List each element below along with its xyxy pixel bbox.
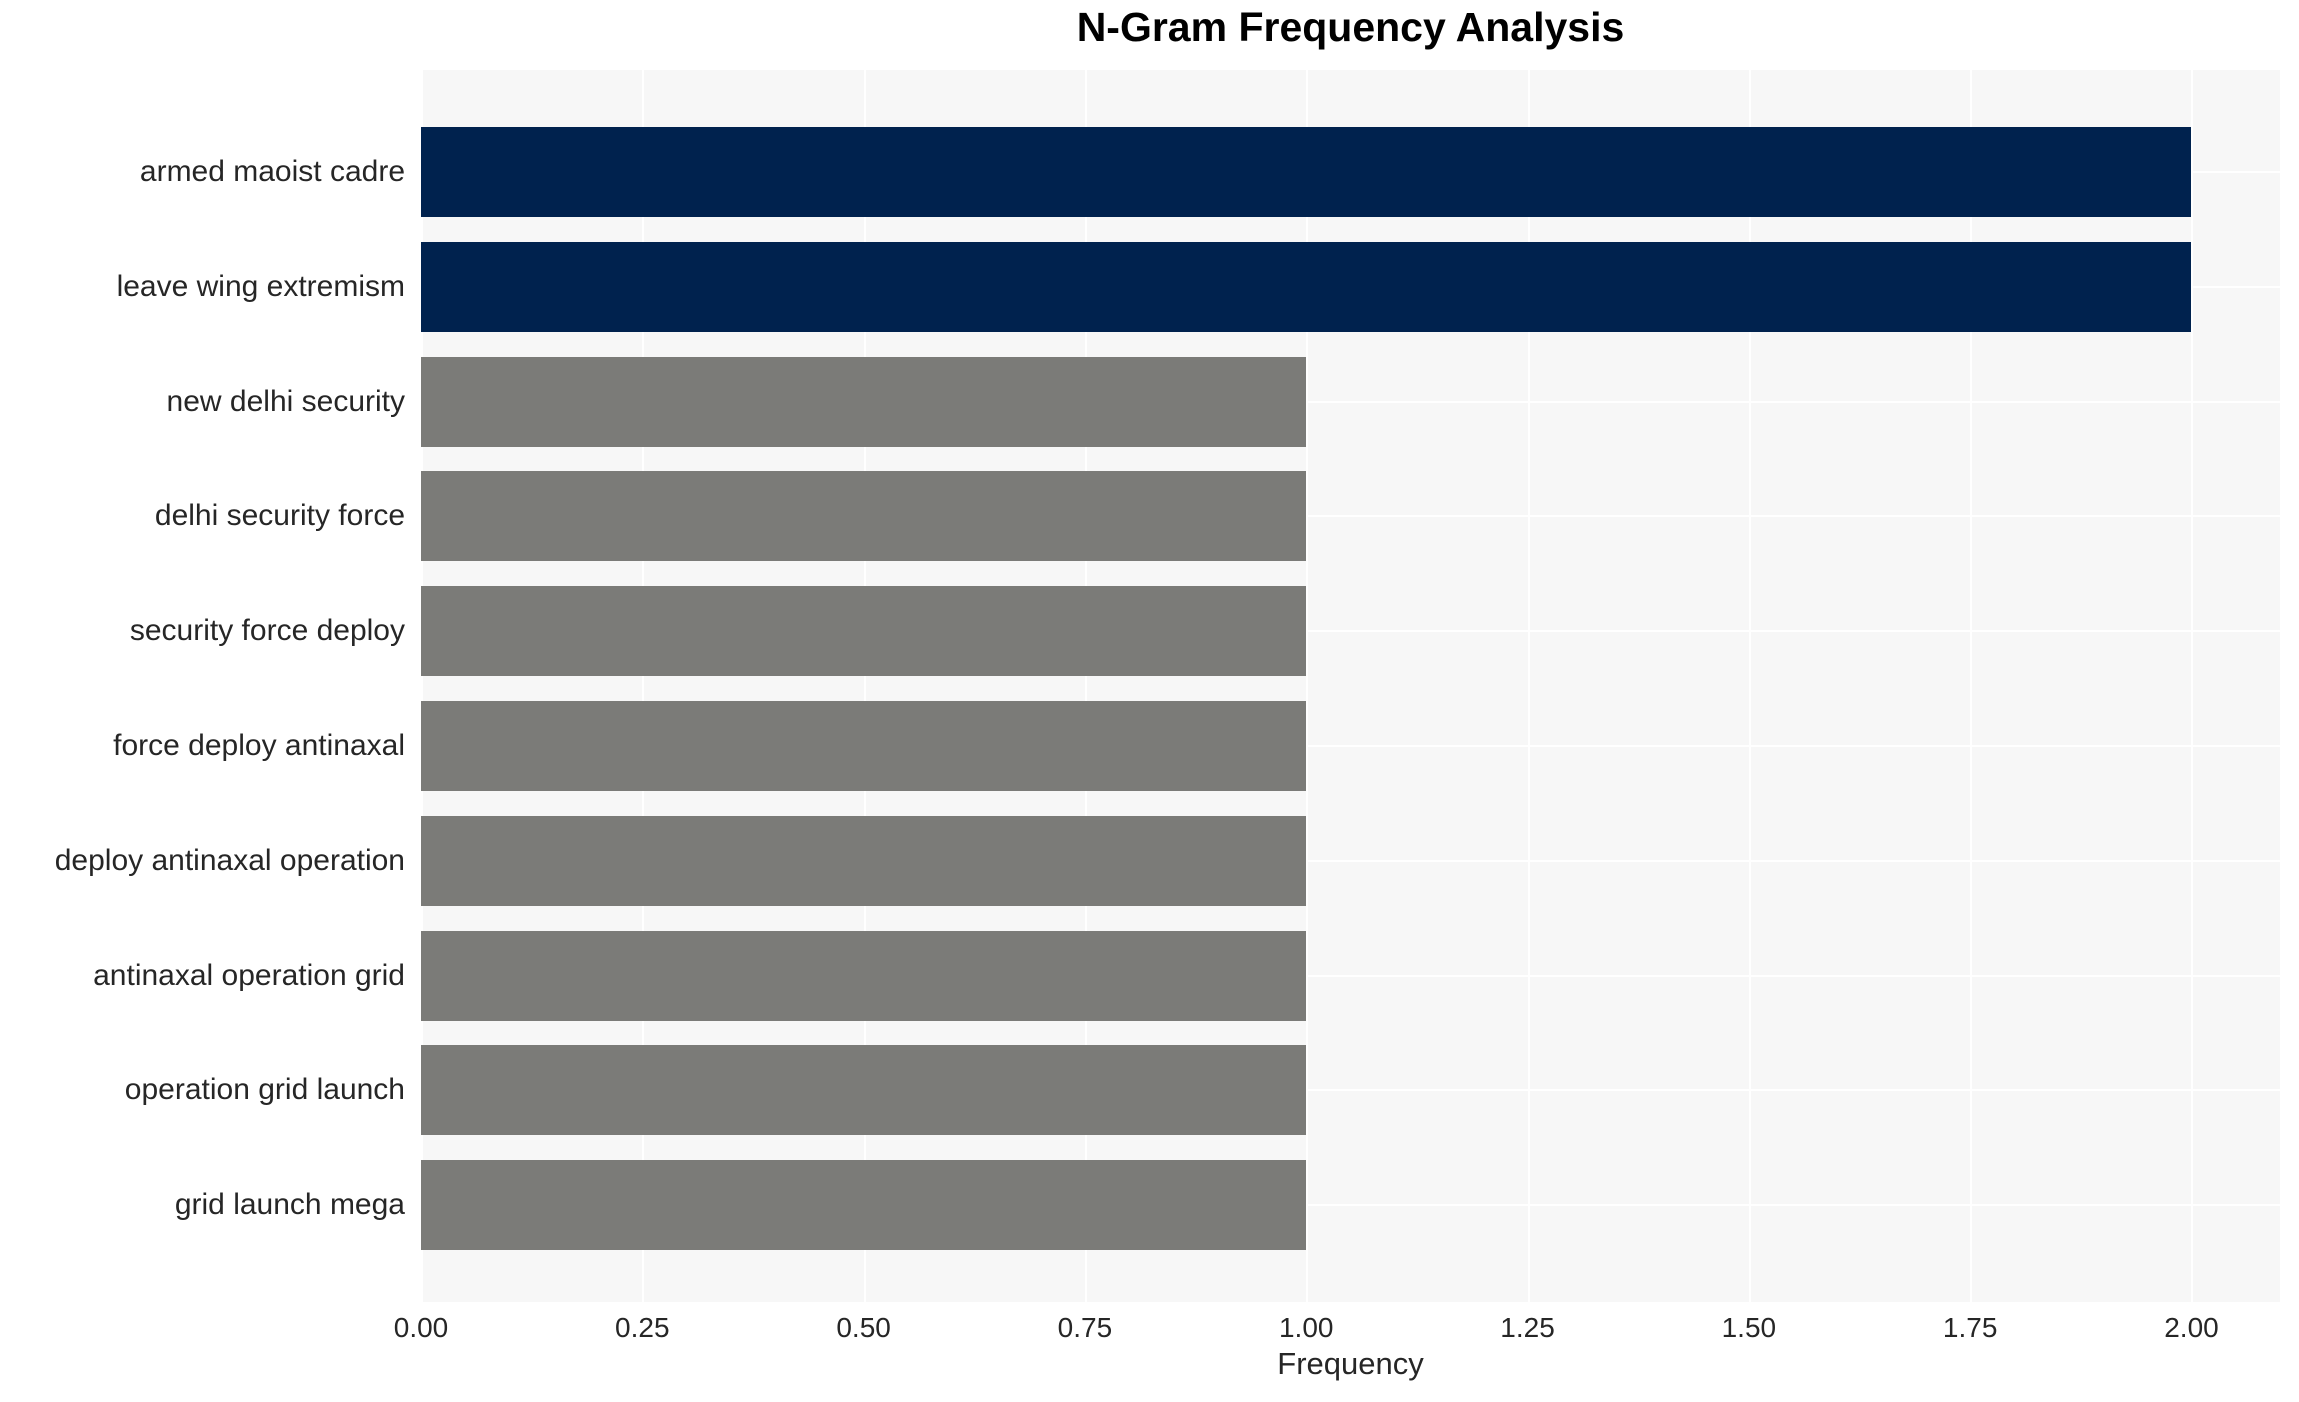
y-gridline xyxy=(421,745,2280,747)
x-tick-label: 2.00 xyxy=(2164,1312,2219,1343)
bar-operation-grid-launch xyxy=(421,1045,1307,1136)
y-tick-label: security force deploy xyxy=(129,614,405,648)
x-axis-ticks: 0.00 0.25 0.50 0.75 1.00 1.25 1.50 1.75 2.00 xyxy=(394,1312,2280,1348)
bar-delhi-security-force xyxy=(421,471,1307,562)
y-axis-labels: armed maoist cadre leave wing extremism ne… xyxy=(0,70,405,1302)
bar-armed-maoist-cadre xyxy=(421,127,2192,217)
x-gridline xyxy=(421,70,423,1302)
y-tick-label: armed maoist cadre xyxy=(139,155,405,188)
bar-security-force-deploy xyxy=(421,586,1307,677)
bar-deploy-antinaxal-operation xyxy=(421,815,1307,906)
y-gridline xyxy=(421,400,2280,403)
x-tick-label: 1.00 xyxy=(1278,1312,1334,1343)
x-gridline xyxy=(1748,70,1751,1302)
y-gridline xyxy=(421,630,2280,633)
bar-force-deploy-antinaxal xyxy=(421,701,1307,791)
x-tick-label: 1.75 xyxy=(1942,1312,1998,1343)
x-tick-label: 0.00 xyxy=(393,1312,449,1343)
chart-title: N-Gram Frequency Analysis xyxy=(1076,4,1625,50)
y-tick-label: force deploy antinaxal xyxy=(113,729,405,762)
y-gridline xyxy=(421,1204,2280,1207)
y-tick-label: delhi security force xyxy=(154,499,405,533)
x-gridline xyxy=(2191,70,2194,1302)
y-gridline xyxy=(421,515,2280,518)
x-tick-label: 0.75 xyxy=(1057,1312,1113,1343)
plot-area xyxy=(421,70,2280,1302)
y-tick-label: leave wing extremism xyxy=(116,269,405,303)
bar-leave-wing-extremism xyxy=(421,241,2192,332)
x-gridline xyxy=(1306,70,1309,1302)
bar-antinaxal-operation-grid xyxy=(421,930,1307,1021)
x-gridline xyxy=(863,70,866,1302)
bar-grid-launch-mega xyxy=(421,1160,1307,1251)
x-gridline xyxy=(1084,70,1087,1302)
x-tick-label: 0.50 xyxy=(836,1312,891,1343)
y-gridline xyxy=(421,1089,2280,1092)
x-axis-title: Frequency xyxy=(1277,1346,1424,1381)
y-tick-label: operation grid launch xyxy=(124,1073,405,1107)
y-tick-label: grid launch mega xyxy=(174,1188,405,1222)
y-tick-label: new delhi security xyxy=(166,384,405,418)
x-tick-label: 1.25 xyxy=(1500,1312,1555,1343)
x-gridline xyxy=(642,70,645,1302)
y-tick-label: antinaxal operation grid xyxy=(93,958,405,992)
y-gridline xyxy=(421,859,2280,862)
y-tick-label: deploy antinaxal operation xyxy=(54,843,405,877)
x-tick-label: 0.25 xyxy=(615,1312,670,1343)
bar-new-delhi-security xyxy=(421,356,1307,447)
y-gridline xyxy=(421,974,2280,977)
x-tick-label: 1.50 xyxy=(1721,1312,1777,1343)
x-gridline xyxy=(1527,70,1530,1302)
x-gridline xyxy=(1970,70,1973,1302)
